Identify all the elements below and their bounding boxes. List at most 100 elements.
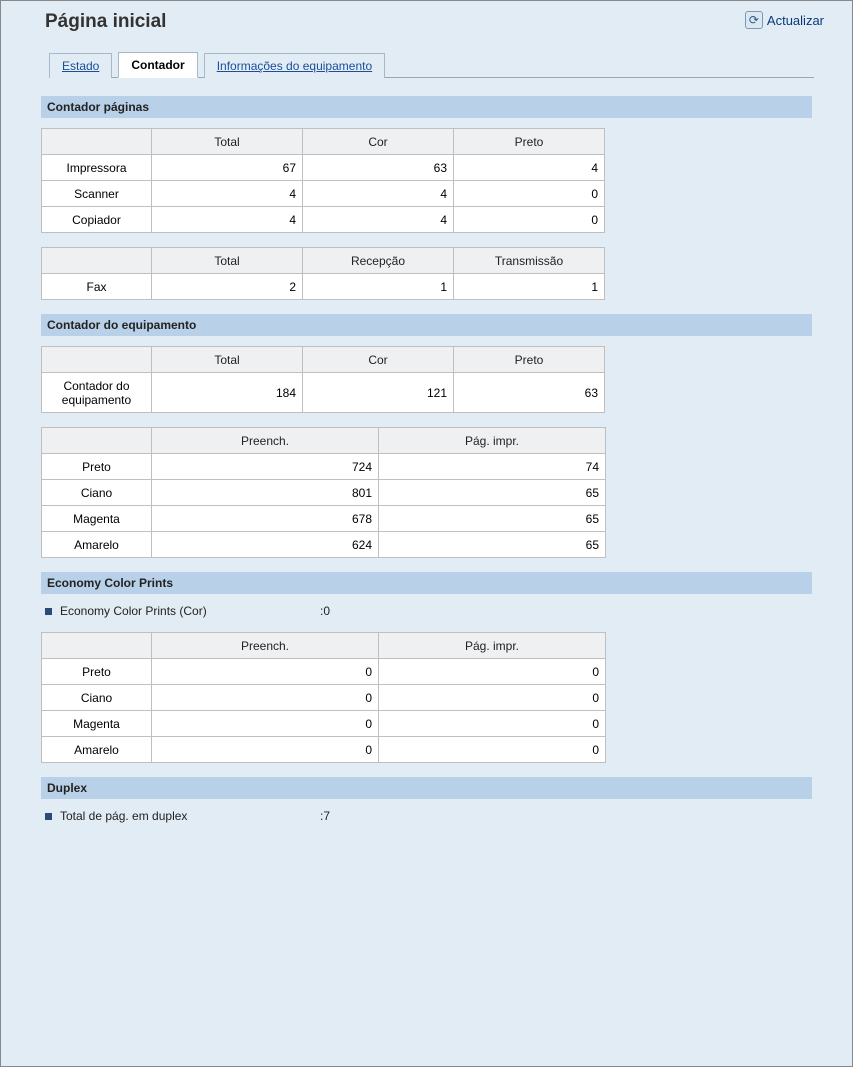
table-contador-paginas-1: Total Cor Preto Impressora 67 63 4 Scann… [41,128,605,233]
refresh-icon: ⟳ [745,11,763,29]
cell: 121 [303,373,454,413]
col-header: Total [152,347,303,373]
table-row: Amarelo 0 0 [42,737,606,763]
row-label: Contador do equipamento [42,373,152,413]
tab-estado[interactable]: Estado [49,53,112,78]
row-label: Preto [42,454,152,480]
cell: 4 [152,181,303,207]
cell: 67 [152,155,303,181]
cell: 0 [152,659,379,685]
row-label: Scanner [42,181,152,207]
cell: 678 [152,506,379,532]
table-row: Ciano 801 65 [42,480,606,506]
col-header: Pág. impr. [379,428,606,454]
cell: 724 [152,454,379,480]
table-header-row: Total Recepção Transmissão [42,248,605,274]
cell: 0 [379,685,606,711]
row-label: Magenta [42,711,152,737]
cell: 801 [152,480,379,506]
cell: 0 [379,711,606,737]
table-header-row: Preench. Pág. impr. [42,633,606,659]
row-label: Impressora [42,155,152,181]
table-row: Preto 724 74 [42,454,606,480]
section-economy-header: Economy Color Prints [41,572,812,594]
section-contador-equip-header: Contador do equipamento [41,314,812,336]
table-row: Impressora 67 63 4 [42,155,605,181]
table-row: Magenta 0 0 [42,711,606,737]
cell: 65 [379,506,606,532]
cell: 0 [454,207,605,233]
table-header-row: Total Cor Preto [42,347,605,373]
col-header: Recepção [303,248,454,274]
refresh-button[interactable]: ⟳ Actualizar [745,11,824,29]
cell: 4 [454,155,605,181]
cell: 0 [152,685,379,711]
col-header: Cor [303,129,454,155]
cell: 63 [454,373,605,413]
table-row: Magenta 678 65 [42,506,606,532]
table-row: Fax 2 1 1 [42,274,605,300]
table-header-row: Total Cor Preto [42,129,605,155]
table-row: Preto 0 0 [42,659,606,685]
blank-header [42,633,152,659]
economy-info-row: Economy Color Prints (Cor) 0 [45,604,812,618]
col-header: Total [152,248,303,274]
col-header: Preench. [152,428,379,454]
cell: 65 [379,532,606,558]
page-title: Página inicial [45,11,166,33]
section-duplex-header: Duplex [41,777,812,799]
row-label: Copiador [42,207,152,233]
cell: 184 [152,373,303,413]
row-label: Amarelo [42,532,152,558]
blank-header [42,347,152,373]
col-header: Preto [454,129,605,155]
page-frame: Página inicial ⟳ Actualizar Estado Conta… [0,0,853,1067]
table-row: Copiador 4 4 0 [42,207,605,233]
table-row: Ciano 0 0 [42,685,606,711]
content: Contador páginas Total Cor Preto Impress… [1,78,852,823]
row-label: Ciano [42,685,152,711]
col-header: Preto [454,347,605,373]
table-header-row: Preench. Pág. impr. [42,428,606,454]
row-label: Amarelo [42,737,152,763]
blank-header [42,428,152,454]
cell: 1 [454,274,605,300]
col-header: Total [152,129,303,155]
cell: 74 [379,454,606,480]
table-row: Amarelo 624 65 [42,532,606,558]
cell: 4 [303,207,454,233]
cell: 0 [379,737,606,763]
header-row: Página inicial ⟳ Actualizar [1,1,852,33]
table-economy: Preench. Pág. impr. Preto 0 0 Ciano 0 0 … [41,632,606,763]
blank-header [42,248,152,274]
cell: 0 [152,737,379,763]
row-label: Fax [42,274,152,300]
tab-contador[interactable]: Contador [118,52,197,78]
table-contador-equip-1: Total Cor Preto Contador do equipamento … [41,346,605,413]
row-label: Preto [42,659,152,685]
cell: 65 [379,480,606,506]
tab-info-equipamento[interactable]: Informações do equipamento [204,53,385,78]
duplex-info-label: Total de pág. em duplex [60,809,320,823]
col-header: Transmissão [454,248,605,274]
row-label: Ciano [42,480,152,506]
duplex-info-row: Total de pág. em duplex 7 [45,809,812,823]
col-header: Cor [303,347,454,373]
col-header: Pág. impr. [379,633,606,659]
cell: 4 [303,181,454,207]
table-contador-paginas-2: Total Recepção Transmissão Fax 2 1 1 [41,247,605,300]
cell: 624 [152,532,379,558]
cell: 0 [454,181,605,207]
blank-header [42,129,152,155]
cell: 63 [303,155,454,181]
table-contador-equip-2: Preench. Pág. impr. Preto 724 74 Ciano 8… [41,427,606,558]
economy-info-value: 0 [320,604,330,618]
tabs: Estado Contador Informações do equipamen… [49,51,814,78]
economy-info-label: Economy Color Prints (Cor) [60,604,320,618]
row-label: Magenta [42,506,152,532]
cell: 0 [152,711,379,737]
section-contador-paginas-header: Contador páginas [41,96,812,118]
table-row: Contador do equipamento 184 121 63 [42,373,605,413]
col-header: Preench. [152,633,379,659]
bullet-icon [45,813,52,820]
